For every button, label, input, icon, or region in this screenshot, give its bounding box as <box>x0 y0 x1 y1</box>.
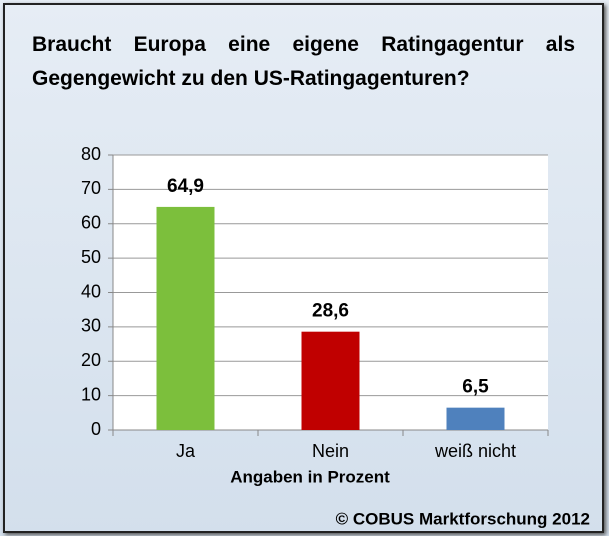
frame <box>3 3 604 533</box>
y-tick-label: 70 <box>81 178 101 198</box>
bar <box>156 206 215 430</box>
source: © COBUS Marktforschung 2012 <box>336 509 590 528</box>
x-axis-label: Angaben in Prozent <box>230 467 390 486</box>
y-tick-label: 10 <box>81 384 101 404</box>
bar <box>301 331 360 430</box>
y-tick-label: 80 <box>81 144 101 164</box>
y-tick-label: 60 <box>81 213 101 233</box>
y-tick-label: 50 <box>81 247 101 267</box>
x-tick-label: Ja <box>176 441 196 461</box>
y-tick-label: 40 <box>81 281 101 301</box>
value-label: 64,9 <box>167 176 204 197</box>
y-tick-label: 0 <box>91 419 101 439</box>
y-tick-label: 20 <box>81 350 101 370</box>
chart-title: Braucht Europa eine eigene Ratingagentur… <box>32 33 575 90</box>
value-label: 6,5 <box>462 377 489 398</box>
bar <box>446 407 505 430</box>
y-tick-label: 30 <box>81 316 101 336</box>
x-tick-label: weiß nicht <box>434 441 516 461</box>
x-tick-label: Nein <box>312 441 349 461</box>
value-label: 28,6 <box>312 301 349 322</box>
